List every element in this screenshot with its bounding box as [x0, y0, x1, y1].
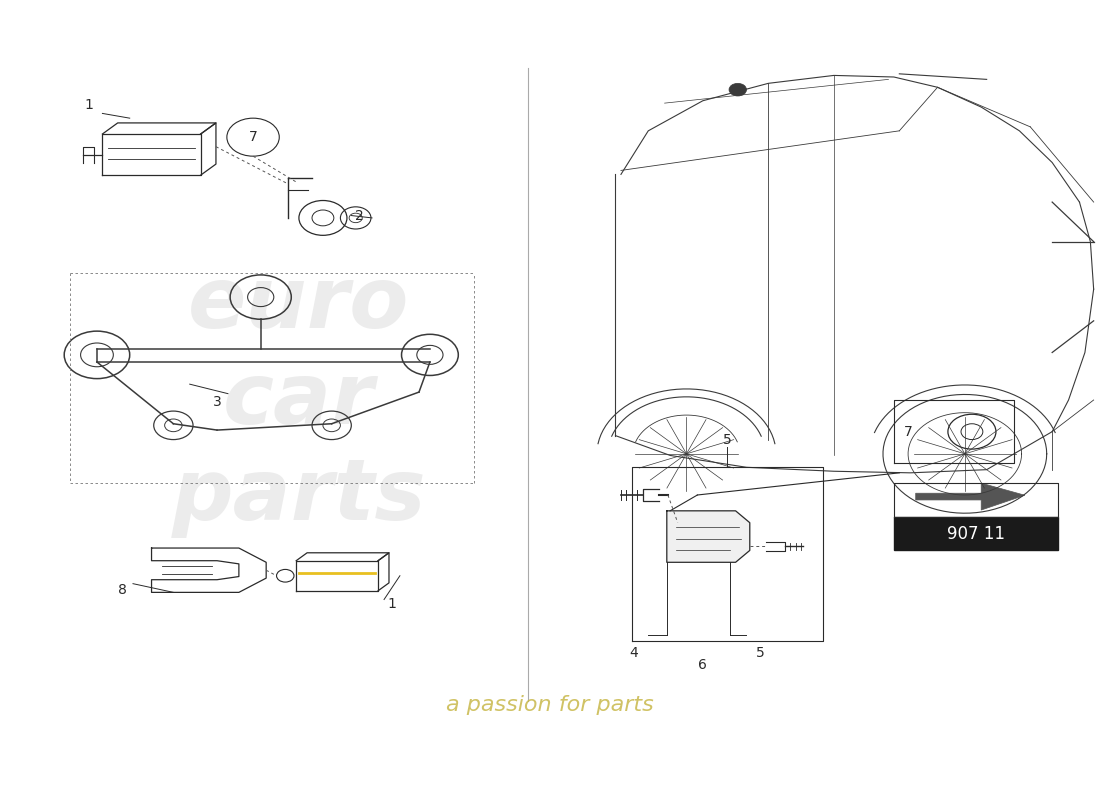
- Text: 6: 6: [698, 658, 707, 672]
- Polygon shape: [667, 511, 750, 562]
- Text: 3: 3: [212, 394, 221, 409]
- Text: 5: 5: [757, 646, 766, 660]
- Polygon shape: [915, 483, 1025, 510]
- Text: 2: 2: [354, 209, 363, 222]
- Text: 907 11: 907 11: [947, 525, 1004, 542]
- Text: 1: 1: [85, 98, 94, 112]
- Text: 1: 1: [387, 598, 396, 611]
- Bar: [894, 517, 1057, 550]
- Text: euro
car
parts: euro car parts: [172, 262, 426, 538]
- Text: 7: 7: [249, 130, 257, 144]
- Text: 5: 5: [723, 433, 732, 446]
- Text: 8: 8: [118, 583, 127, 597]
- Circle shape: [729, 83, 747, 96]
- Text: 4: 4: [629, 646, 638, 660]
- Text: 7: 7: [904, 425, 912, 438]
- Text: a passion for parts: a passion for parts: [447, 694, 653, 714]
